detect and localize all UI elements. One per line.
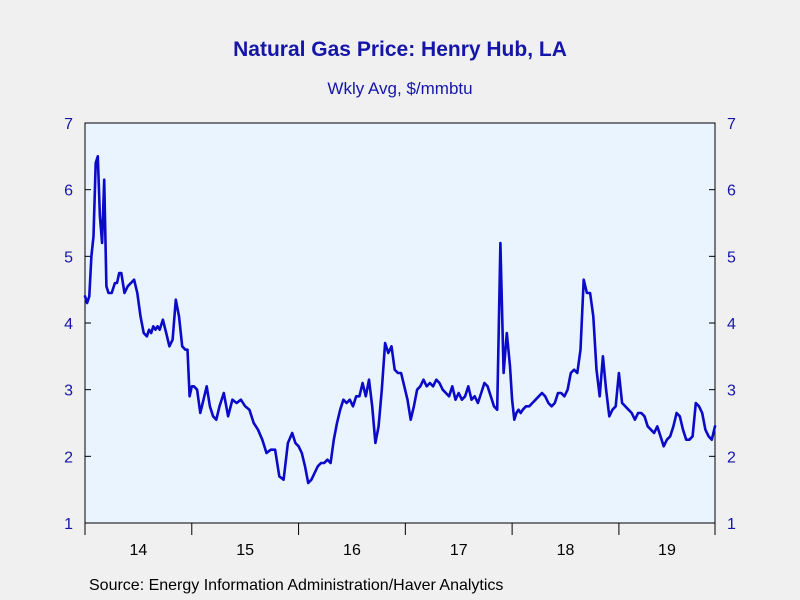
y-tick-label-left: 7 <box>64 116 73 133</box>
series-group <box>83 155 717 485</box>
y-tick-label-left: 4 <box>64 316 73 333</box>
y-tick-label-left: 5 <box>64 249 73 266</box>
series-line <box>83 155 717 485</box>
y-tick-label-right: 3 <box>727 383 736 400</box>
y-tick-label-right: 1 <box>727 516 736 533</box>
y-tick-label-right: 6 <box>727 183 736 200</box>
chart-subtitle: Wkly Avg, $/mmbtu <box>327 79 473 98</box>
y-tick-label-left: 3 <box>64 383 73 400</box>
x-tick-label: 15 <box>236 542 254 559</box>
x-tick-label: 18 <box>557 542 575 559</box>
y-tick-label-right: 2 <box>727 449 736 466</box>
axis-ticks: 1 1 2 2 3 3 4 4 5 5 6 6 7 7 14 15 16 17 18 19 <box>64 116 736 559</box>
y-tick-label-right: 4 <box>727 316 736 333</box>
y-tick-label-left: 6 <box>64 183 73 200</box>
x-tick-label: 17 <box>450 542 468 559</box>
y-tick-label-right: 5 <box>727 249 736 266</box>
chart-title: Natural Gas Price: Henry Hub, LA <box>233 38 567 61</box>
y-tick-label-right: 7 <box>727 116 736 133</box>
x-tick-label: 16 <box>343 542 361 559</box>
y-tick-label-left: 1 <box>64 516 73 533</box>
plot-area <box>84 122 716 524</box>
y-tick-label-left: 2 <box>64 449 73 466</box>
source-note: Source: Energy Information Administratio… <box>89 577 504 594</box>
x-tick-label: 14 <box>129 542 147 559</box>
x-tick-label: 19 <box>658 542 676 559</box>
